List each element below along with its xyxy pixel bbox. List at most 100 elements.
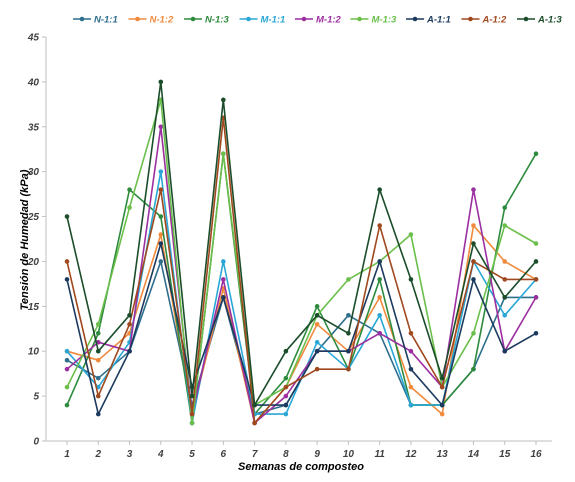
- data-point: [95, 348, 101, 354]
- data-point: [377, 295, 382, 300]
- data-point: [95, 321, 101, 327]
- data-point: [533, 330, 539, 336]
- legend-swatch-marker: [246, 16, 251, 22]
- data-point: [408, 277, 414, 282]
- x-tick-label: 16: [530, 449, 542, 460]
- data-point: [471, 187, 476, 192]
- data-point: [408, 384, 414, 390]
- data-point: [64, 348, 70, 354]
- x-tick-label: 3: [127, 449, 133, 460]
- legend-label: N-1:3: [205, 15, 229, 26]
- data-point: [314, 321, 320, 327]
- x-tick-label: 5: [189, 449, 195, 460]
- data-point: [221, 151, 226, 157]
- legend-label: M-1:3: [372, 15, 398, 26]
- data-point: [533, 295, 539, 300]
- legend-swatch-marker: [135, 16, 140, 22]
- x-tick-label: 10: [343, 449, 355, 460]
- legend-label: A-1:2: [482, 15, 507, 26]
- legend-item: A-1:3: [517, 15, 562, 26]
- data-point: [408, 232, 414, 237]
- x-tick-label: 14: [468, 449, 480, 460]
- data-point: [502, 259, 508, 264]
- x-axis-title: Semanas de composteo: [238, 461, 364, 473]
- series-line: [66, 260, 536, 415]
- data-point: [189, 420, 195, 426]
- data-point: [471, 277, 476, 282]
- x-tick-label: 15: [499, 449, 511, 460]
- data-point: [64, 366, 70, 372]
- x-tick-label: 2: [94, 449, 101, 460]
- y-tick-label: 25: [27, 212, 40, 223]
- data-point: [502, 223, 508, 228]
- data-point: [283, 411, 289, 417]
- data-point: [127, 348, 132, 354]
- data-point: [408, 330, 414, 336]
- x-tick-label: 6: [221, 449, 227, 460]
- data-point: [127, 205, 132, 210]
- data-point: [502, 313, 508, 318]
- series-line: [66, 126, 537, 424]
- data-point: [377, 313, 382, 318]
- x-tick-label: 11: [374, 449, 385, 460]
- legend-swatch-marker: [412, 16, 418, 22]
- data-point: [95, 330, 101, 336]
- data-point: [533, 241, 539, 246]
- y-axis-title: Tensión de Humedad (kPa): [19, 169, 31, 310]
- data-point: [314, 348, 320, 354]
- data-point: [377, 223, 382, 228]
- data-point: [64, 357, 70, 363]
- data-point: [221, 295, 226, 300]
- data-point: [158, 79, 164, 85]
- data-point: [502, 348, 508, 354]
- data-point: [439, 375, 445, 381]
- legend-item: A-1:2: [461, 15, 507, 26]
- data-point: [221, 277, 226, 282]
- data-point: [471, 241, 476, 246]
- data-point: [408, 366, 414, 372]
- data-point: [502, 277, 508, 282]
- data-point: [377, 187, 382, 192]
- data-point: [471, 223, 476, 228]
- data-point: [158, 259, 164, 264]
- legend-label: A-1:1: [426, 15, 451, 26]
- data-point: [64, 277, 70, 282]
- data-point: [221, 259, 226, 264]
- data-point: [158, 124, 164, 130]
- data-point: [346, 348, 351, 354]
- legend-item: M-1:3: [350, 15, 398, 26]
- legend-item: N-1:1: [73, 15, 118, 26]
- data-point: [533, 259, 539, 264]
- data-point: [283, 375, 289, 381]
- data-point: [158, 241, 164, 246]
- legend-swatch-marker: [357, 16, 362, 22]
- data-point: [471, 259, 476, 264]
- legend-label: N-1:1: [94, 15, 118, 26]
- data-point: [533, 151, 539, 157]
- data-point: [314, 304, 320, 309]
- y-tick-label: 40: [27, 77, 40, 88]
- data-point: [221, 97, 226, 103]
- legend-swatch-marker: [523, 16, 529, 22]
- data-point: [533, 277, 539, 282]
- legend: N-1:1 N-1:2 N-1:3 M-1:1 M-1:2 M-1:3 A-1:1 A-1:2…: [73, 15, 562, 26]
- data-point: [283, 393, 289, 399]
- legend-label: N-1:2: [150, 15, 174, 26]
- data-point: [283, 402, 289, 408]
- data-point: [283, 384, 289, 390]
- data-point: [252, 402, 257, 408]
- data-point: [314, 339, 320, 345]
- y-tick-label: 20: [27, 257, 40, 268]
- data-point: [377, 259, 382, 264]
- series-line: [66, 117, 536, 424]
- data-point: [95, 375, 101, 381]
- legend-swatch-marker: [79, 16, 85, 22]
- x-tick-label: 1: [64, 449, 70, 460]
- data-point: [314, 313, 320, 318]
- series-line: [66, 99, 537, 424]
- data-point: [64, 402, 70, 408]
- data-point: [314, 366, 320, 372]
- legend-label: A-1:3: [537, 15, 562, 26]
- series-M-1:2: [64, 124, 539, 426]
